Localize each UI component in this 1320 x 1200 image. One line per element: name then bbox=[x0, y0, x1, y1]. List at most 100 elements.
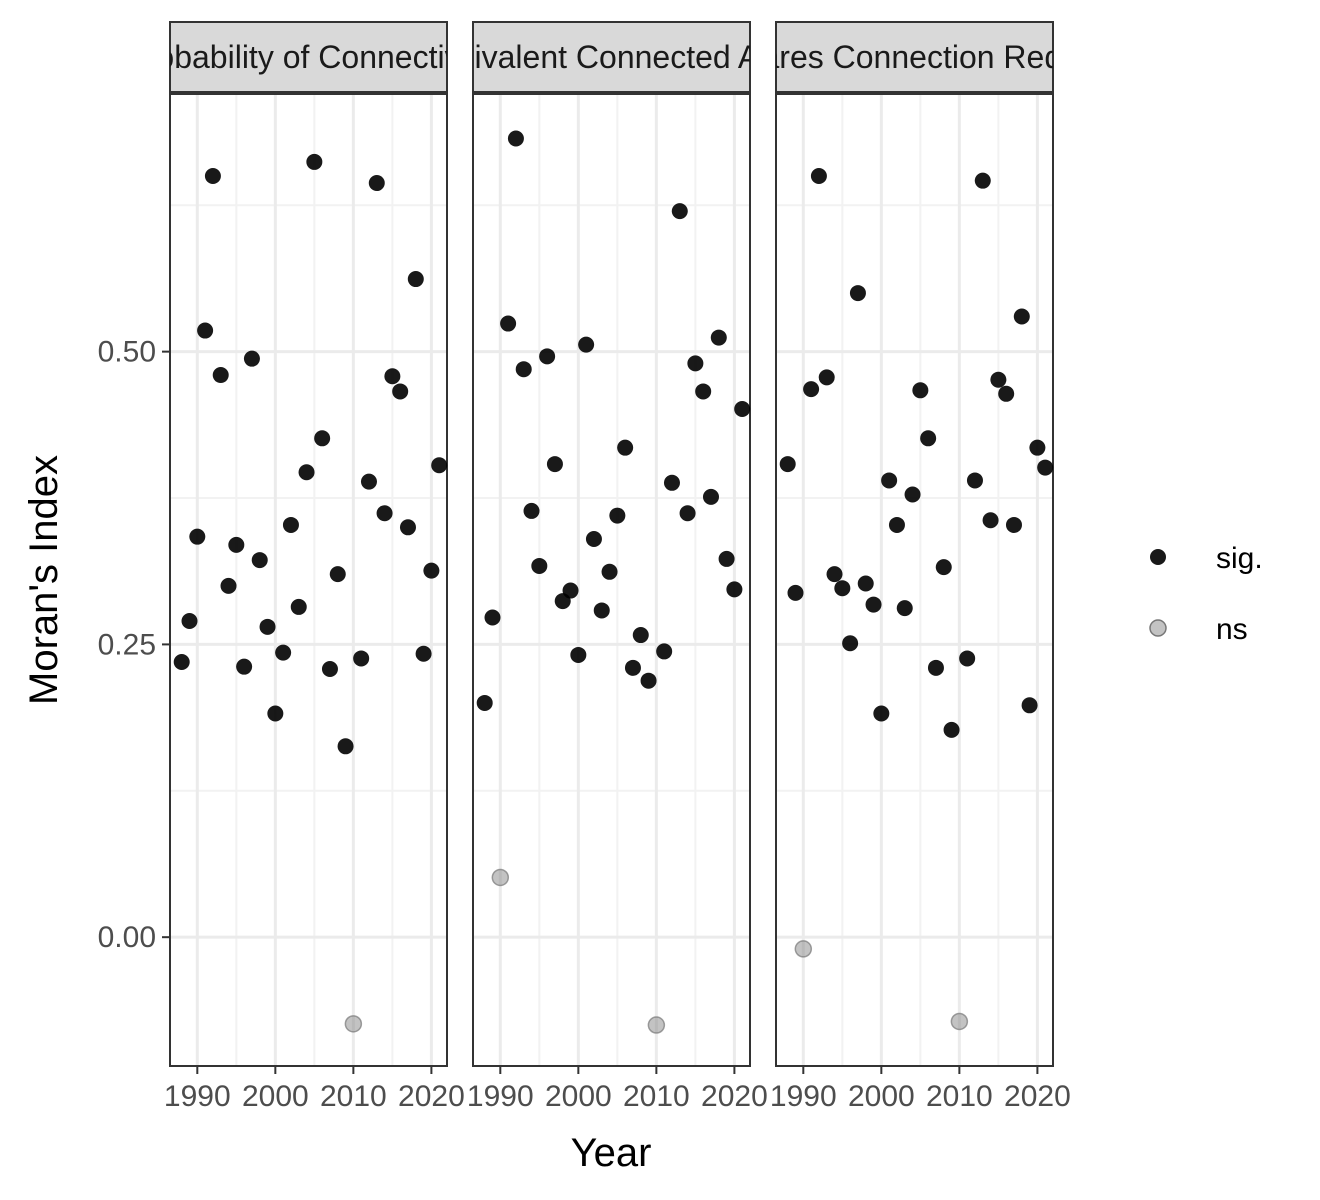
panel-border bbox=[775, 93, 1054, 1067]
data-point-sig bbox=[920, 430, 937, 447]
facet-panel-3: Hectares Connection Required 1990 2000 2010… bbox=[696, 21, 1134, 1113]
legend-label-sig: sig. bbox=[1216, 542, 1263, 575]
data-point-sig bbox=[290, 598, 307, 615]
data-point-sig bbox=[314, 430, 331, 447]
data-point-sig bbox=[515, 361, 532, 378]
data-point-sig bbox=[842, 635, 859, 652]
data-point-sig bbox=[399, 519, 416, 536]
data-point-sig bbox=[220, 577, 237, 594]
data-point-sig bbox=[251, 552, 268, 569]
data-point-sig bbox=[204, 167, 221, 184]
data-point-sig bbox=[173, 653, 190, 670]
data-point-sig bbox=[857, 575, 874, 592]
data-point-sig bbox=[881, 472, 898, 489]
data-point-sig bbox=[570, 646, 587, 663]
data-point-sig bbox=[415, 645, 432, 662]
data-point-sig bbox=[818, 369, 835, 386]
x-tick-label: 2010 bbox=[926, 1080, 993, 1113]
data-point-sig bbox=[873, 705, 890, 722]
data-point-sig bbox=[904, 486, 921, 503]
x-tick-label: 1990 bbox=[467, 1080, 534, 1113]
data-point-sig bbox=[228, 536, 245, 553]
data-point-sig bbox=[267, 705, 284, 722]
x-tick-label: 1990 bbox=[164, 1080, 231, 1113]
data-point-sig bbox=[476, 694, 493, 711]
data-point-sig bbox=[275, 644, 292, 661]
data-point-sig bbox=[803, 381, 820, 398]
data-point-sig bbox=[384, 368, 401, 385]
data-point-sig bbox=[321, 661, 338, 678]
data-point-sig bbox=[189, 528, 206, 545]
data-point-sig bbox=[578, 336, 595, 353]
data-point-sig bbox=[259, 618, 276, 635]
data-point-sig bbox=[1013, 308, 1030, 325]
data-point-sig bbox=[368, 175, 385, 192]
data-point-sig bbox=[181, 612, 198, 629]
data-point-sig bbox=[849, 285, 866, 302]
data-point-sig bbox=[888, 516, 905, 533]
data-point-sig bbox=[507, 130, 524, 147]
data-point-sig bbox=[974, 172, 991, 189]
facet-strip bbox=[472, 21, 751, 93]
data-point-ns bbox=[647, 1016, 666, 1034]
facet-strip-label: Hectares Connection Required bbox=[696, 39, 1134, 75]
data-point-sig bbox=[982, 512, 999, 529]
data-point-sig bbox=[1005, 516, 1022, 533]
data-point-sig bbox=[935, 559, 952, 576]
legend-label-ns: ns bbox=[1216, 613, 1248, 646]
data-point-sig bbox=[360, 473, 377, 490]
x-tick-label: 2000 bbox=[242, 1080, 309, 1113]
data-point-ns bbox=[491, 868, 510, 887]
data-point-sig bbox=[431, 457, 448, 474]
data-point-ns bbox=[950, 1012, 969, 1031]
data-point-sig bbox=[197, 322, 214, 339]
data-point-sig bbox=[834, 580, 851, 597]
data-point-sig bbox=[1037, 459, 1054, 476]
x-tick-label: 2020 bbox=[701, 1080, 768, 1113]
data-point-sig bbox=[1029, 439, 1046, 456]
data-point-sig bbox=[1021, 697, 1038, 714]
data-point-sig bbox=[539, 348, 556, 365]
data-point-sig bbox=[998, 385, 1015, 402]
y-tick-label: 0.00 bbox=[98, 921, 156, 954]
x-axis-title: Year bbox=[571, 1131, 652, 1175]
data-point-sig bbox=[593, 602, 610, 619]
panel-border bbox=[472, 93, 751, 1067]
data-point-sig bbox=[695, 383, 712, 400]
data-point-sig bbox=[407, 271, 424, 288]
legend-key-ns bbox=[1149, 619, 1167, 637]
data-point-sig bbox=[236, 658, 253, 675]
data-point-sig bbox=[734, 401, 751, 418]
data-point-sig bbox=[282, 516, 299, 533]
legend: sig. ns bbox=[1149, 542, 1263, 646]
data-point-ns bbox=[794, 940, 813, 958]
data-point-sig bbox=[601, 563, 618, 580]
data-point-sig bbox=[966, 472, 983, 489]
data-point-sig bbox=[726, 581, 743, 598]
data-point-sig bbox=[632, 627, 649, 644]
x-tick-label: 1990 bbox=[770, 1080, 837, 1113]
data-point-ns bbox=[344, 1015, 363, 1033]
data-point-sig bbox=[353, 650, 370, 667]
facet-strip bbox=[169, 21, 448, 93]
data-point-sig bbox=[392, 383, 409, 400]
x-tick-label: 2000 bbox=[848, 1080, 915, 1113]
data-point-sig bbox=[640, 672, 657, 689]
data-point-sig bbox=[484, 609, 501, 626]
x-tick-label: 2000 bbox=[545, 1080, 612, 1113]
data-point-sig bbox=[243, 350, 260, 367]
data-point-sig bbox=[306, 153, 323, 170]
data-point-sig bbox=[329, 566, 346, 583]
facet-panel-2: Equivalent Connected Area 1990 2000 2010 202… bbox=[467, 21, 768, 1113]
data-point-sig bbox=[710, 329, 727, 346]
x-tick-label: 2020 bbox=[1004, 1080, 1071, 1113]
data-point-sig bbox=[523, 502, 540, 519]
data-point-sig bbox=[562, 582, 579, 599]
y-axis-title: Moran's Index bbox=[22, 455, 66, 705]
data-point-sig bbox=[585, 531, 602, 548]
data-point-sig bbox=[500, 315, 517, 332]
data-point-sig bbox=[810, 167, 827, 184]
panel-border bbox=[169, 93, 448, 1067]
y-tick-label: 0.50 bbox=[98, 336, 156, 369]
